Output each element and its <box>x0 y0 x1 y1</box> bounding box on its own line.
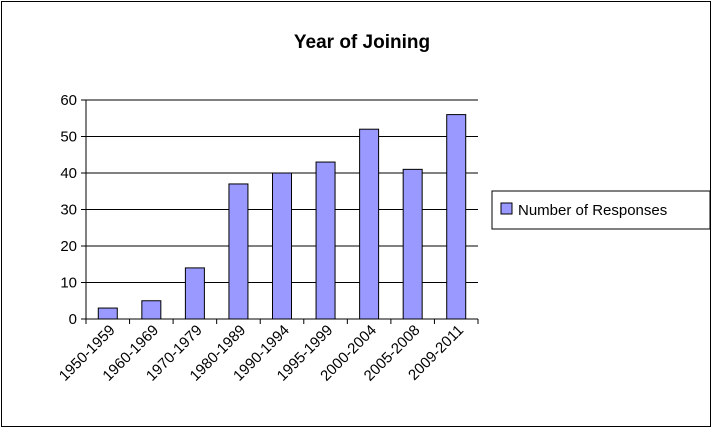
legend-label: Number of Responses <box>518 202 667 219</box>
bar-1970-1979 <box>184 267 205 320</box>
y-tick-label: 30 <box>60 202 77 219</box>
bar-2009-2011 <box>446 114 467 320</box>
bar-1980-1989 <box>228 183 249 320</box>
y-tick-label: 0 <box>69 311 77 328</box>
y-tick-label: 40 <box>60 165 77 182</box>
y-tick-label: 60 <box>60 92 77 109</box>
bars <box>97 114 467 320</box>
legend-box <box>491 190 711 230</box>
y-tick-label: 20 <box>60 238 77 255</box>
legend: Number of Responses <box>491 190 711 230</box>
bar-2000-2004 <box>359 128 380 320</box>
chart-title: Year of Joining <box>294 32 430 53</box>
y-tick-label: 50 <box>60 129 77 146</box>
bar-1990-1994 <box>272 172 292 320</box>
y-tick-label: 10 <box>60 275 77 292</box>
axes <box>81 99 479 324</box>
y-tick-labels: 0 10 20 30 40 50 60 <box>60 92 77 328</box>
bar-1995-1999 <box>315 161 336 320</box>
legend-swatch <box>500 202 513 215</box>
bar-1960-1969 <box>141 300 162 320</box>
bar-1950-1959 <box>97 307 118 320</box>
bar-2005-2008 <box>402 168 423 320</box>
